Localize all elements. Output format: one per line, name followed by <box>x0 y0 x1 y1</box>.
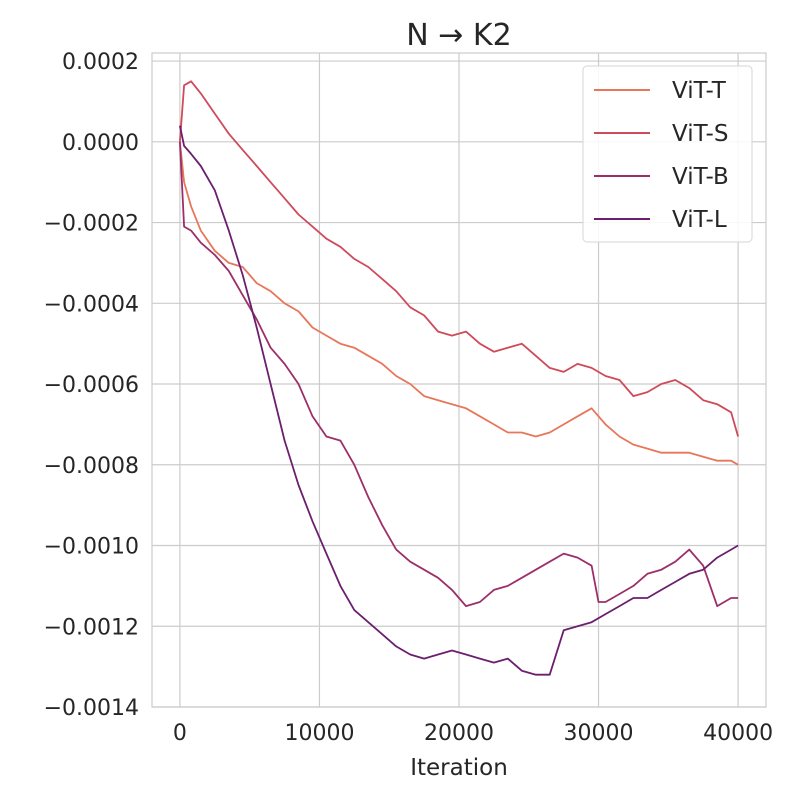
legend-label: ViT-L <box>672 207 727 233</box>
legend-label: ViT-S <box>672 121 728 147</box>
x-tick-label: 10000 <box>284 721 354 746</box>
x-tick-label: 20000 <box>424 721 494 746</box>
legend-label: ViT-B <box>672 164 729 190</box>
chart-title: N → K2 <box>406 18 511 53</box>
series-line-vit-t <box>179 141 739 466</box>
series-line-vit-s <box>179 80 739 437</box>
x-tick-label: 40000 <box>703 721 773 746</box>
series-line-vit-b <box>179 141 739 607</box>
legend: ViT-T ViT-S ViT-B ViT-L <box>582 65 753 243</box>
y-tick-label: −0.0014 <box>44 696 139 721</box>
y-tick-label: 0.0002 <box>62 50 139 75</box>
y-tick-label: −0.0002 <box>44 212 139 237</box>
series-line-vit-l <box>179 125 739 676</box>
x-tick-label: 30000 <box>564 721 634 746</box>
x-axis-title: Iteration <box>410 755 508 781</box>
y-tick-label: −0.0006 <box>44 373 139 398</box>
y-tick-label: −0.0008 <box>44 454 139 479</box>
y-tick-label: −0.0010 <box>44 535 139 560</box>
legend-label: ViT-T <box>672 78 727 104</box>
y-tick-label: −0.0012 <box>44 615 139 640</box>
x-tick-label: 0 <box>173 721 187 746</box>
y-tick-label: −0.0004 <box>44 292 139 317</box>
y-tick-label: 0.0000 <box>62 131 139 156</box>
legend-box <box>582 65 753 243</box>
